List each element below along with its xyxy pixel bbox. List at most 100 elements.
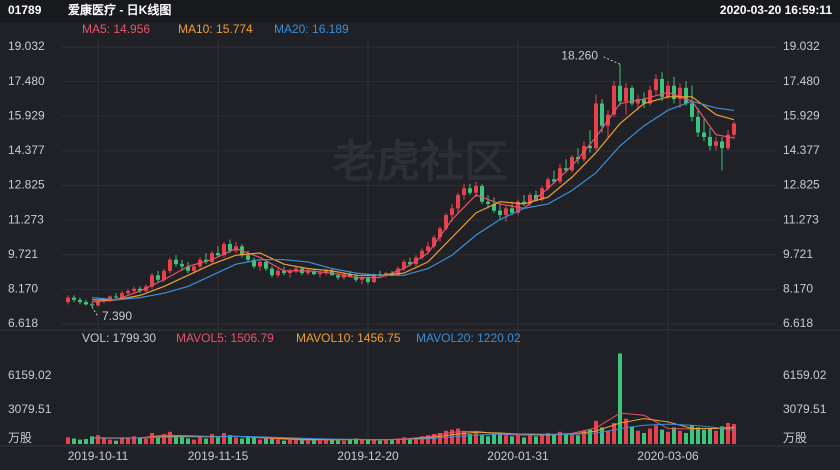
candle-body xyxy=(612,85,616,115)
volume-bar xyxy=(576,435,580,444)
volume-bar xyxy=(570,432,574,444)
annotation: 18.260 xyxy=(561,48,598,62)
candle-body xyxy=(666,85,670,97)
candle-body xyxy=(366,277,370,283)
volume-bar xyxy=(348,439,352,444)
candle-body xyxy=(408,261,412,265)
volume-bar xyxy=(732,424,736,444)
volume-bar xyxy=(618,353,622,444)
volume-bar xyxy=(150,432,154,444)
mavol-legend: MAVOL10: 1456.75 xyxy=(296,331,401,345)
candle-body xyxy=(438,228,442,238)
volume-bar xyxy=(648,428,652,444)
volume-bar xyxy=(528,435,532,444)
candle-body xyxy=(108,296,112,300)
volume-bar xyxy=(672,427,676,444)
volume-bar xyxy=(306,440,310,444)
volume-bar xyxy=(300,439,304,444)
volume-bar xyxy=(516,434,520,444)
y-tick-label: 12.825 xyxy=(8,178,45,192)
volume-bar xyxy=(600,427,604,444)
volume-bar xyxy=(102,438,106,444)
candle-body xyxy=(432,237,436,247)
candle-body xyxy=(174,259,178,265)
candle-body xyxy=(660,78,664,97)
candle-body xyxy=(504,208,508,216)
volume-bar xyxy=(222,432,226,444)
volume-bar xyxy=(642,432,646,444)
candle-body xyxy=(66,297,70,303)
volume-bar xyxy=(546,432,550,444)
volume-bar xyxy=(96,435,100,444)
volume-bar xyxy=(426,435,430,444)
candle-body xyxy=(426,246,430,251)
candle-body xyxy=(168,259,172,271)
volume-bar xyxy=(234,437,238,444)
annotation-leader xyxy=(601,55,621,65)
candle-body xyxy=(594,103,598,149)
candle-body xyxy=(588,145,592,149)
candle-body xyxy=(306,270,310,274)
x-tick-label: 2019-11-15 xyxy=(188,449,249,463)
ma-legend: MA20: 16.189 xyxy=(274,22,349,36)
volume-bar xyxy=(588,429,592,444)
volume-bar xyxy=(390,440,394,444)
volume-bar xyxy=(108,439,112,444)
stock-name: 爱康医疗 - 日K线图 xyxy=(68,2,171,17)
candle-body xyxy=(192,266,196,271)
volume-bar xyxy=(726,423,730,444)
candle-body xyxy=(72,297,76,300)
candle-body xyxy=(282,270,286,274)
volume-bar xyxy=(216,437,220,444)
candle-body xyxy=(636,99,640,104)
volume-bar xyxy=(498,432,502,444)
y-tick-label-right: 12.825 xyxy=(783,178,820,192)
volume-bar xyxy=(414,437,418,444)
candle-body xyxy=(534,194,538,200)
y-tick-label: 9.721 xyxy=(8,247,38,261)
candle-body xyxy=(210,252,214,262)
volume-bar xyxy=(606,430,610,444)
candle-body xyxy=(126,290,130,294)
mavol-line xyxy=(91,423,735,441)
volume-bar xyxy=(276,439,280,444)
candle-body xyxy=(258,261,262,267)
volume-bar xyxy=(168,431,172,444)
timestamp: 2020-03-20 16:59:11 xyxy=(720,3,832,17)
vol-tick-label: 万股 xyxy=(8,431,32,445)
candle-body xyxy=(276,270,280,276)
candle-body xyxy=(450,208,454,216)
volume-bar xyxy=(174,435,178,444)
volume-bar xyxy=(84,439,88,444)
candle-body xyxy=(222,244,226,256)
candle-body xyxy=(690,103,694,117)
volume-bar xyxy=(708,428,712,444)
candle-body xyxy=(162,270,166,280)
candle-body xyxy=(402,261,406,269)
volume-bar xyxy=(258,439,262,444)
candle-body xyxy=(600,103,604,126)
y-tick-label: 19.032 xyxy=(8,39,45,53)
volume-bar xyxy=(396,438,400,444)
volume-bar xyxy=(192,439,196,444)
volume-bar xyxy=(132,436,136,444)
y-tick-label: 17.480 xyxy=(8,74,45,88)
candle-body xyxy=(288,270,292,274)
candle-body xyxy=(348,274,352,277)
volume-bar xyxy=(252,437,256,444)
candle-body xyxy=(252,259,256,267)
volume-bar xyxy=(432,434,436,444)
candle-body xyxy=(558,168,562,182)
stock-code: 01789 xyxy=(8,3,42,17)
candle-body xyxy=(702,132,706,137)
candle-body xyxy=(732,123,736,135)
volume-bar xyxy=(78,439,82,444)
x-tick-label: 2019-12-20 xyxy=(337,449,399,463)
volume-bar xyxy=(720,426,724,444)
volume-bar xyxy=(240,438,244,444)
volume-bar xyxy=(294,440,298,444)
y-tick-label-right: 8.170 xyxy=(783,282,813,296)
volume-bar xyxy=(288,439,292,444)
